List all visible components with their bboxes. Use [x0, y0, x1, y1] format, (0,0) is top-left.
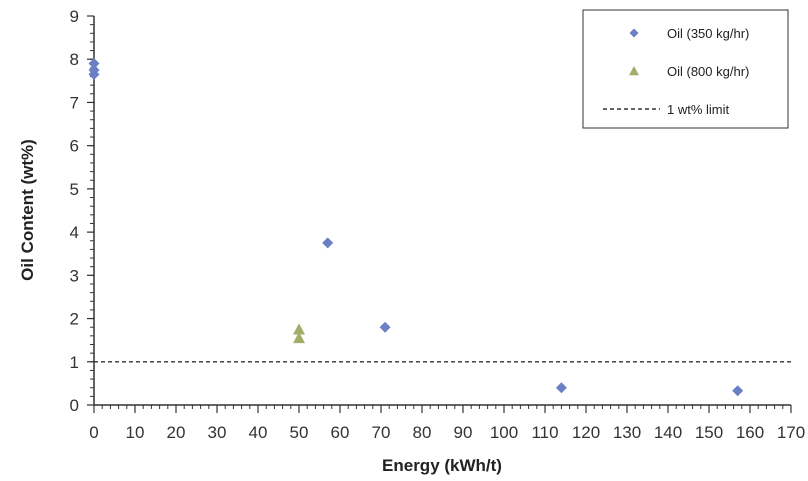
y-tick-label: 6 [70, 137, 79, 156]
x-tick-label: 30 [208, 423, 227, 442]
x-tick-label: 140 [654, 423, 682, 442]
x-tick-label: 20 [167, 423, 186, 442]
legend-marker-triangle [629, 66, 639, 76]
x-tick-label: 160 [736, 423, 764, 442]
x-tick-label: 60 [331, 423, 350, 442]
data-point-series-1 [88, 58, 100, 70]
x-tick-label: 10 [126, 423, 145, 442]
y-tick-label: 1 [70, 353, 79, 372]
data-points [88, 58, 744, 397]
data-point-series-1 [88, 68, 100, 80]
y-ticks: 0 1 2 3 4 5 6 7 8 9 [70, 7, 94, 415]
data-point-series-2 [293, 323, 305, 335]
y-axis-title: Oil Content (wt%) [18, 139, 37, 281]
x-ticks: 0 10 20 30 40 50 60 70 80 90 100 110 120 130 140 150 160… [89, 405, 805, 442]
x-tick-label: 120 [572, 423, 600, 442]
legend-label: Oil (800 kg/hr) [667, 64, 749, 79]
y-tick-label: 9 [70, 7, 79, 26]
y-tick-label: 0 [70, 396, 79, 415]
data-point-series-1 [379, 321, 391, 333]
data-point-series-1 [555, 382, 567, 394]
x-tick-label: 50 [290, 423, 309, 442]
legend-marker-diamond [629, 28, 639, 38]
legend-items: Oil (350 kg/hr) Oil (800 kg/hr) 1 wt% limi… [603, 26, 749, 117]
x-tick-label: 90 [454, 423, 473, 442]
x-tick-label: 170 [777, 423, 805, 442]
x-tick-label: 150 [695, 423, 723, 442]
legend-label: Oil (350 kg/hr) [667, 26, 749, 41]
data-point-series-1 [732, 385, 744, 397]
y-tick-label: 3 [70, 266, 79, 285]
x-tick-label: 70 [372, 423, 391, 442]
y-tick-label: 7 [70, 93, 79, 112]
axes [93, 16, 791, 406]
x-tick-label: 0 [89, 423, 98, 442]
x-axis-title: Energy (kWh/t) [382, 456, 502, 475]
data-point-series-2 [293, 332, 305, 344]
data-point-series-1 [322, 237, 334, 249]
x-tick-label: 130 [613, 423, 641, 442]
legend: Oil (350 kg/hr) Oil (800 kg/hr) 1 wt% limi… [582, 9, 789, 129]
y-tick-label: 5 [70, 180, 79, 199]
x-tick-label: 110 [531, 423, 558, 442]
x-tick-label: 40 [249, 423, 268, 442]
y-tick-label: 2 [70, 310, 79, 329]
x-tick-label: 80 [413, 423, 432, 442]
y-tick-label: 8 [70, 50, 79, 69]
y-tick-label: 4 [70, 223, 79, 242]
legend-label: 1 wt% limit [667, 102, 730, 117]
x-tick-label: 100 [490, 423, 518, 442]
